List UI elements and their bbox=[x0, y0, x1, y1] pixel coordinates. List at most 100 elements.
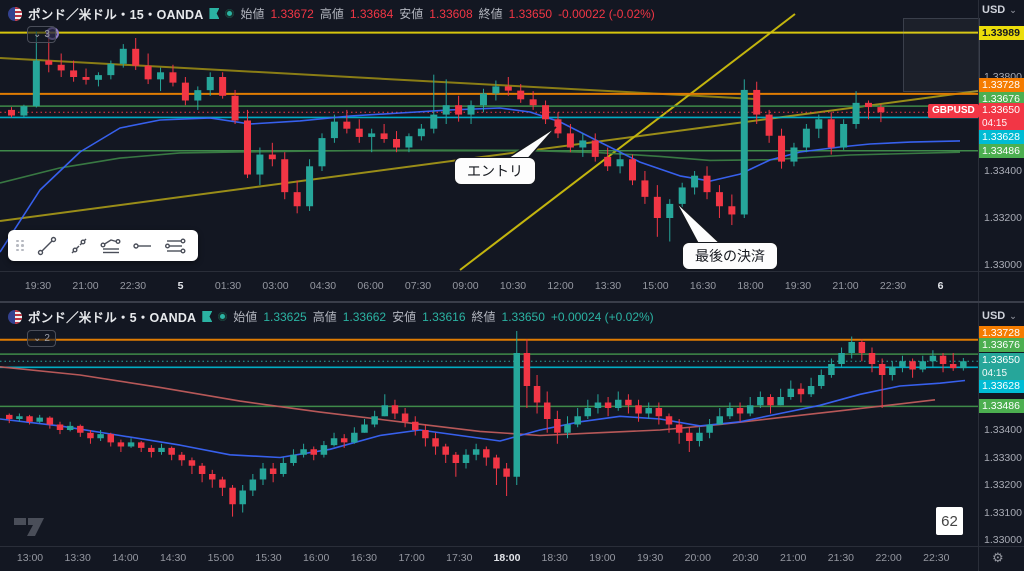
currency-unit-selector-top[interactable]: USD ⌄ bbox=[982, 4, 1017, 16]
candle bbox=[949, 364, 957, 369]
entry-callout[interactable]: エントリ bbox=[454, 157, 536, 185]
candle bbox=[391, 405, 399, 414]
candle bbox=[716, 416, 723, 425]
candle bbox=[790, 147, 798, 162]
price-axis-tick: 1.33200 bbox=[984, 479, 1022, 491]
candle bbox=[566, 133, 574, 148]
overlay-panel-box bbox=[903, 18, 980, 92]
candle bbox=[686, 432, 693, 441]
candle bbox=[584, 408, 592, 417]
candle bbox=[219, 479, 226, 488]
time-axis-tick: 14:00 bbox=[112, 552, 139, 564]
candle bbox=[432, 438, 439, 447]
time-axis-tick: 6 bbox=[937, 280, 944, 292]
low-label: 安値 bbox=[399, 7, 424, 21]
candle bbox=[229, 487, 236, 505]
bar-count-badge[interactable]: 62 bbox=[936, 507, 963, 535]
candle bbox=[178, 454, 186, 461]
candle bbox=[57, 64, 65, 71]
currency-unit-selector-bottom[interactable]: USD ⌄ bbox=[982, 310, 1017, 322]
symbol-title[interactable]: ポンド／米ドル・5・OANDA bbox=[28, 311, 197, 325]
close-value: 1.33650 bbox=[501, 309, 545, 324]
time-axis-tick: 16:00 bbox=[303, 552, 330, 564]
candle bbox=[678, 187, 686, 204]
candle bbox=[117, 442, 125, 447]
time-axis-tick: 21:00 bbox=[832, 280, 859, 292]
level-price-label: 1.33486 bbox=[979, 399, 1024, 413]
candle bbox=[16, 416, 23, 419]
market-flag-icon bbox=[209, 8, 220, 19]
candle bbox=[653, 196, 661, 218]
axis-settings-gear-icon[interactable]: ⚙ bbox=[992, 550, 1004, 565]
candle bbox=[46, 417, 54, 425]
candle bbox=[757, 397, 764, 406]
candle bbox=[513, 353, 520, 477]
arrow-line-tool-icon[interactable] bbox=[64, 233, 94, 259]
candle bbox=[641, 180, 649, 197]
legend-collapse-toggle-bottom[interactable]: ⌄ 2 bbox=[27, 330, 56, 347]
level-price-label: 1.33676 bbox=[979, 338, 1024, 352]
candle bbox=[554, 419, 561, 433]
candle bbox=[82, 77, 90, 80]
candle bbox=[492, 86, 500, 94]
candle bbox=[198, 465, 206, 474]
chevron-down-icon: ⌄ bbox=[33, 333, 42, 344]
candle bbox=[169, 72, 177, 83]
level-price-label: 1.33728 bbox=[979, 326, 1024, 340]
candle bbox=[87, 432, 94, 439]
candle bbox=[417, 128, 425, 137]
time-axis-tick: 19:30 bbox=[24, 280, 52, 292]
price-chart-canvas[interactable] bbox=[0, 0, 978, 571]
candle bbox=[616, 159, 624, 167]
candle bbox=[877, 107, 885, 113]
last-exit-callout[interactable]: 最後の決済 bbox=[682, 242, 778, 270]
polyline-tool-icon[interactable] bbox=[96, 233, 126, 259]
time-axis-tick: 10:30 bbox=[499, 280, 527, 292]
candle bbox=[899, 361, 906, 367]
parallel-channel-tool-icon[interactable] bbox=[160, 233, 190, 259]
candle bbox=[929, 355, 937, 362]
time-axis-tick: 15:00 bbox=[207, 552, 234, 564]
candle bbox=[706, 424, 713, 433]
candle bbox=[281, 159, 289, 193]
indicator-price-label: 1.33628 bbox=[979, 379, 1024, 393]
candle bbox=[256, 154, 264, 175]
candle bbox=[188, 460, 196, 466]
toolbar-drag-handle[interactable] bbox=[16, 239, 24, 252]
candle bbox=[119, 48, 127, 64]
candle bbox=[66, 425, 74, 430]
candle bbox=[355, 128, 363, 137]
candle bbox=[579, 140, 587, 148]
time-axis-tick: 19:00 bbox=[589, 552, 616, 564]
time-axis-tick: 18:30 bbox=[541, 552, 568, 564]
candle bbox=[361, 424, 368, 433]
time-axis-tick: 17:00 bbox=[398, 552, 425, 564]
candle bbox=[864, 102, 872, 108]
horizontal-ray-tool-icon[interactable] bbox=[128, 233, 158, 259]
high-label: 高値 bbox=[319, 7, 344, 21]
tradingview-logo[interactable] bbox=[14, 514, 52, 538]
candle bbox=[753, 89, 761, 115]
candle bbox=[483, 449, 490, 458]
candle bbox=[293, 192, 301, 207]
candle bbox=[848, 342, 855, 353]
candle bbox=[300, 449, 307, 455]
pane-separator[interactable] bbox=[0, 301, 1024, 303]
legend-collapse-toggle-top[interactable]: ⌄ 3 bbox=[27, 26, 56, 43]
candle bbox=[840, 124, 848, 148]
candle bbox=[807, 386, 815, 395]
candle bbox=[504, 86, 512, 91]
candle bbox=[909, 361, 916, 370]
close-value: 1.33650 bbox=[508, 6, 553, 21]
candle bbox=[472, 449, 480, 455]
candle bbox=[56, 424, 64, 430]
symbol-title[interactable]: ポンド／米ドル・15・OANDA bbox=[28, 8, 204, 22]
low-value: 1.33616 bbox=[422, 309, 466, 324]
candle bbox=[381, 405, 389, 417]
candle bbox=[728, 206, 736, 215]
time-axis-tick: 03:00 bbox=[262, 280, 289, 292]
trend-line-tool-icon[interactable] bbox=[32, 233, 62, 259]
candle bbox=[137, 442, 145, 448]
time-axis-tick: 13:30 bbox=[594, 280, 622, 292]
candle bbox=[351, 432, 358, 443]
